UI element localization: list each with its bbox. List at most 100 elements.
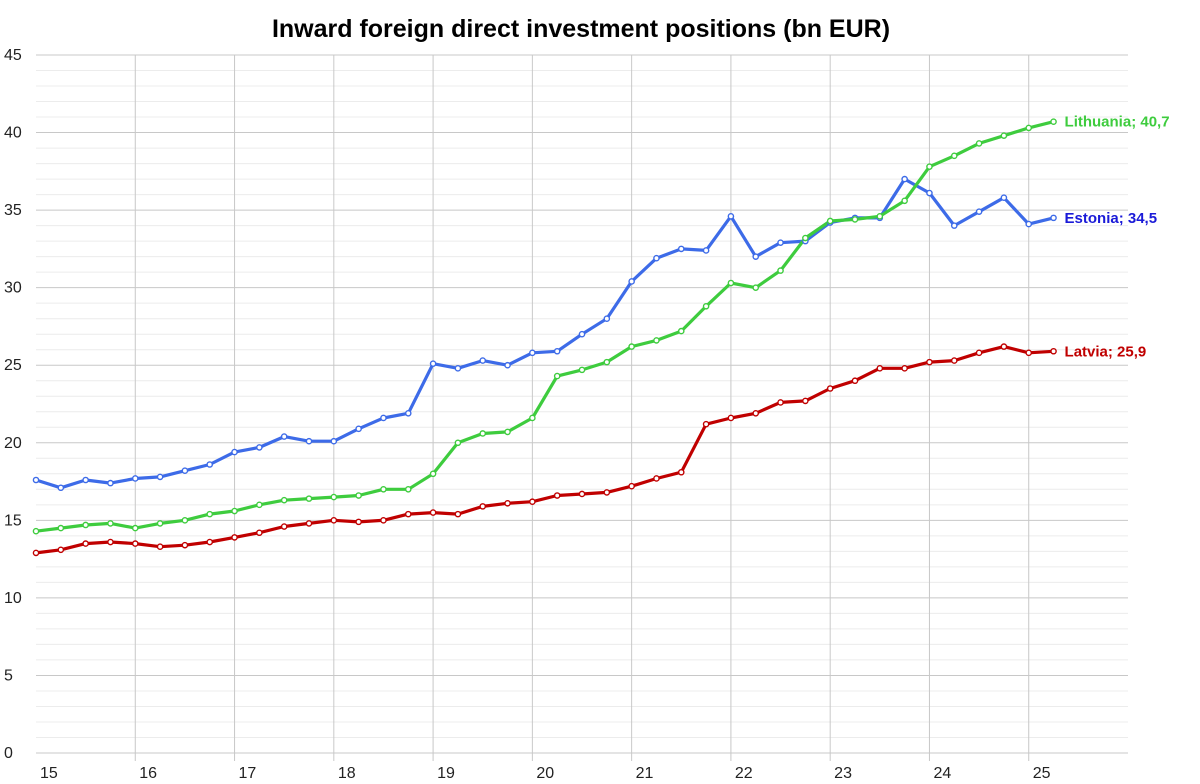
data-point-lithuania — [107, 520, 114, 527]
data-point-estonia — [529, 349, 536, 357]
data-point-estonia — [578, 330, 586, 338]
data-point-latvia — [454, 510, 462, 518]
x-tick-label: 25 — [1033, 765, 1051, 782]
data-point-estonia — [926, 189, 933, 197]
data-point-estonia — [950, 222, 958, 229]
data-point-estonia — [156, 473, 164, 481]
y-tick-label: 20 — [4, 435, 22, 452]
x-axis-tick-labels: 15 16 17 18 19 20 21 22 23 24 25 — [40, 765, 1051, 782]
data-point-lithuania — [1000, 132, 1008, 139]
series-line-latvia — [34, 345, 1056, 555]
data-point-latvia — [553, 492, 561, 499]
data-point-estonia — [404, 410, 412, 417]
end-label-lithuania: Lithuania; 40,7 — [1065, 114, 1170, 131]
end-label-latvia: Latvia; 25,9 — [1065, 343, 1147, 360]
data-point-latvia — [504, 499, 511, 507]
data-point-lithuania — [677, 327, 685, 335]
data-point-latvia — [752, 410, 760, 417]
y-tick-label: 10 — [4, 590, 22, 607]
data-point-estonia — [305, 437, 313, 445]
data-point-lithuania — [826, 217, 834, 225]
data-point-lithuania — [1050, 118, 1057, 125]
data-point-latvia — [330, 517, 338, 524]
data-point-latvia — [429, 509, 437, 516]
x-tick-label: 16 — [139, 765, 157, 782]
data-point-estonia — [330, 437, 338, 445]
data-point-lithuania — [603, 358, 611, 366]
data-point-latvia — [206, 538, 214, 546]
data-point-estonia — [454, 365, 462, 372]
data-point-estonia — [975, 208, 983, 215]
data-point-latvia — [380, 517, 387, 524]
data-point-lithuania — [355, 492, 362, 499]
data-point-lithuania — [529, 414, 536, 422]
y-tick-label: 40 — [4, 125, 22, 142]
data-point-estonia — [553, 347, 561, 355]
data-point-latvia — [802, 397, 809, 405]
data-point-latvia — [156, 543, 164, 551]
end-label-estonia: Estonia; 34,5 — [1065, 210, 1158, 227]
chart-title: Inward foreign direct investment positio… — [272, 15, 890, 43]
data-point-latvia — [727, 414, 735, 422]
data-point-estonia — [677, 245, 685, 253]
data-point-latvia — [826, 385, 834, 392]
data-point-lithuania — [653, 337, 660, 344]
data-point-latvia — [32, 549, 40, 557]
data-point-latvia — [702, 420, 710, 428]
y-tick-label: 25 — [4, 357, 22, 374]
data-point-estonia — [181, 467, 189, 474]
x-tick-label: 15 — [40, 765, 58, 782]
series-line-estonia — [34, 177, 1056, 490]
data-point-lithuania — [578, 366, 586, 374]
x-tick-label: 18 — [338, 765, 356, 782]
y-tick-label: 5 — [4, 667, 13, 684]
data-point-lithuania — [851, 216, 859, 223]
data-point-estonia — [479, 357, 487, 364]
data-point-lithuania — [156, 520, 164, 527]
data-point-estonia — [752, 253, 760, 260]
data-point-lithuania — [57, 524, 65, 532]
data-point-estonia — [653, 254, 660, 262]
data-point-latvia — [355, 518, 362, 526]
data-point-lithuania — [727, 279, 735, 287]
data-point-estonia — [57, 484, 65, 492]
data-point-lithuania — [975, 140, 983, 147]
x-tick-label: 20 — [536, 765, 554, 782]
data-point-latvia — [479, 503, 487, 510]
data-point-lithuania — [504, 428, 511, 436]
data-point-latvia — [280, 523, 288, 530]
y-tick-label: 0 — [4, 745, 13, 762]
data-point-estonia — [380, 414, 387, 422]
x-tick-label: 22 — [735, 765, 753, 782]
series-points — [32, 118, 1057, 557]
data-point-latvia — [82, 540, 89, 547]
data-point-latvia — [677, 468, 685, 476]
data-point-latvia — [231, 534, 238, 541]
data-point-estonia — [702, 247, 710, 254]
data-point-estonia — [727, 213, 735, 220]
data-point-lithuania — [404, 486, 412, 493]
data-point-lithuania — [926, 163, 933, 170]
series-end-labels: Estonia; 34,5 Lithuania; 40,7 Latvia; 25,9 — [1065, 114, 1170, 361]
data-point-lithuania — [256, 501, 263, 509]
data-point-estonia — [1025, 220, 1033, 228]
data-point-lithuania — [32, 527, 40, 535]
major-gridlines — [36, 54, 1128, 761]
data-point-latvia — [305, 520, 313, 527]
data-point-latvia — [131, 540, 139, 547]
data-point-lithuania — [305, 495, 313, 502]
data-point-latvia — [256, 529, 263, 537]
data-point-lithuania — [802, 234, 809, 242]
data-point-latvia — [529, 498, 536, 506]
data-point-lithuania — [380, 486, 387, 493]
data-point-lithuania — [206, 510, 214, 518]
data-point-estonia — [628, 278, 635, 285]
data-point-lithuania — [628, 343, 635, 350]
data-point-lithuania — [752, 284, 760, 291]
x-tick-label: 23 — [834, 765, 852, 782]
data-point-latvia — [653, 475, 660, 482]
data-point-latvia — [1000, 343, 1008, 350]
data-point-latvia — [404, 510, 412, 518]
data-point-latvia — [975, 349, 983, 357]
